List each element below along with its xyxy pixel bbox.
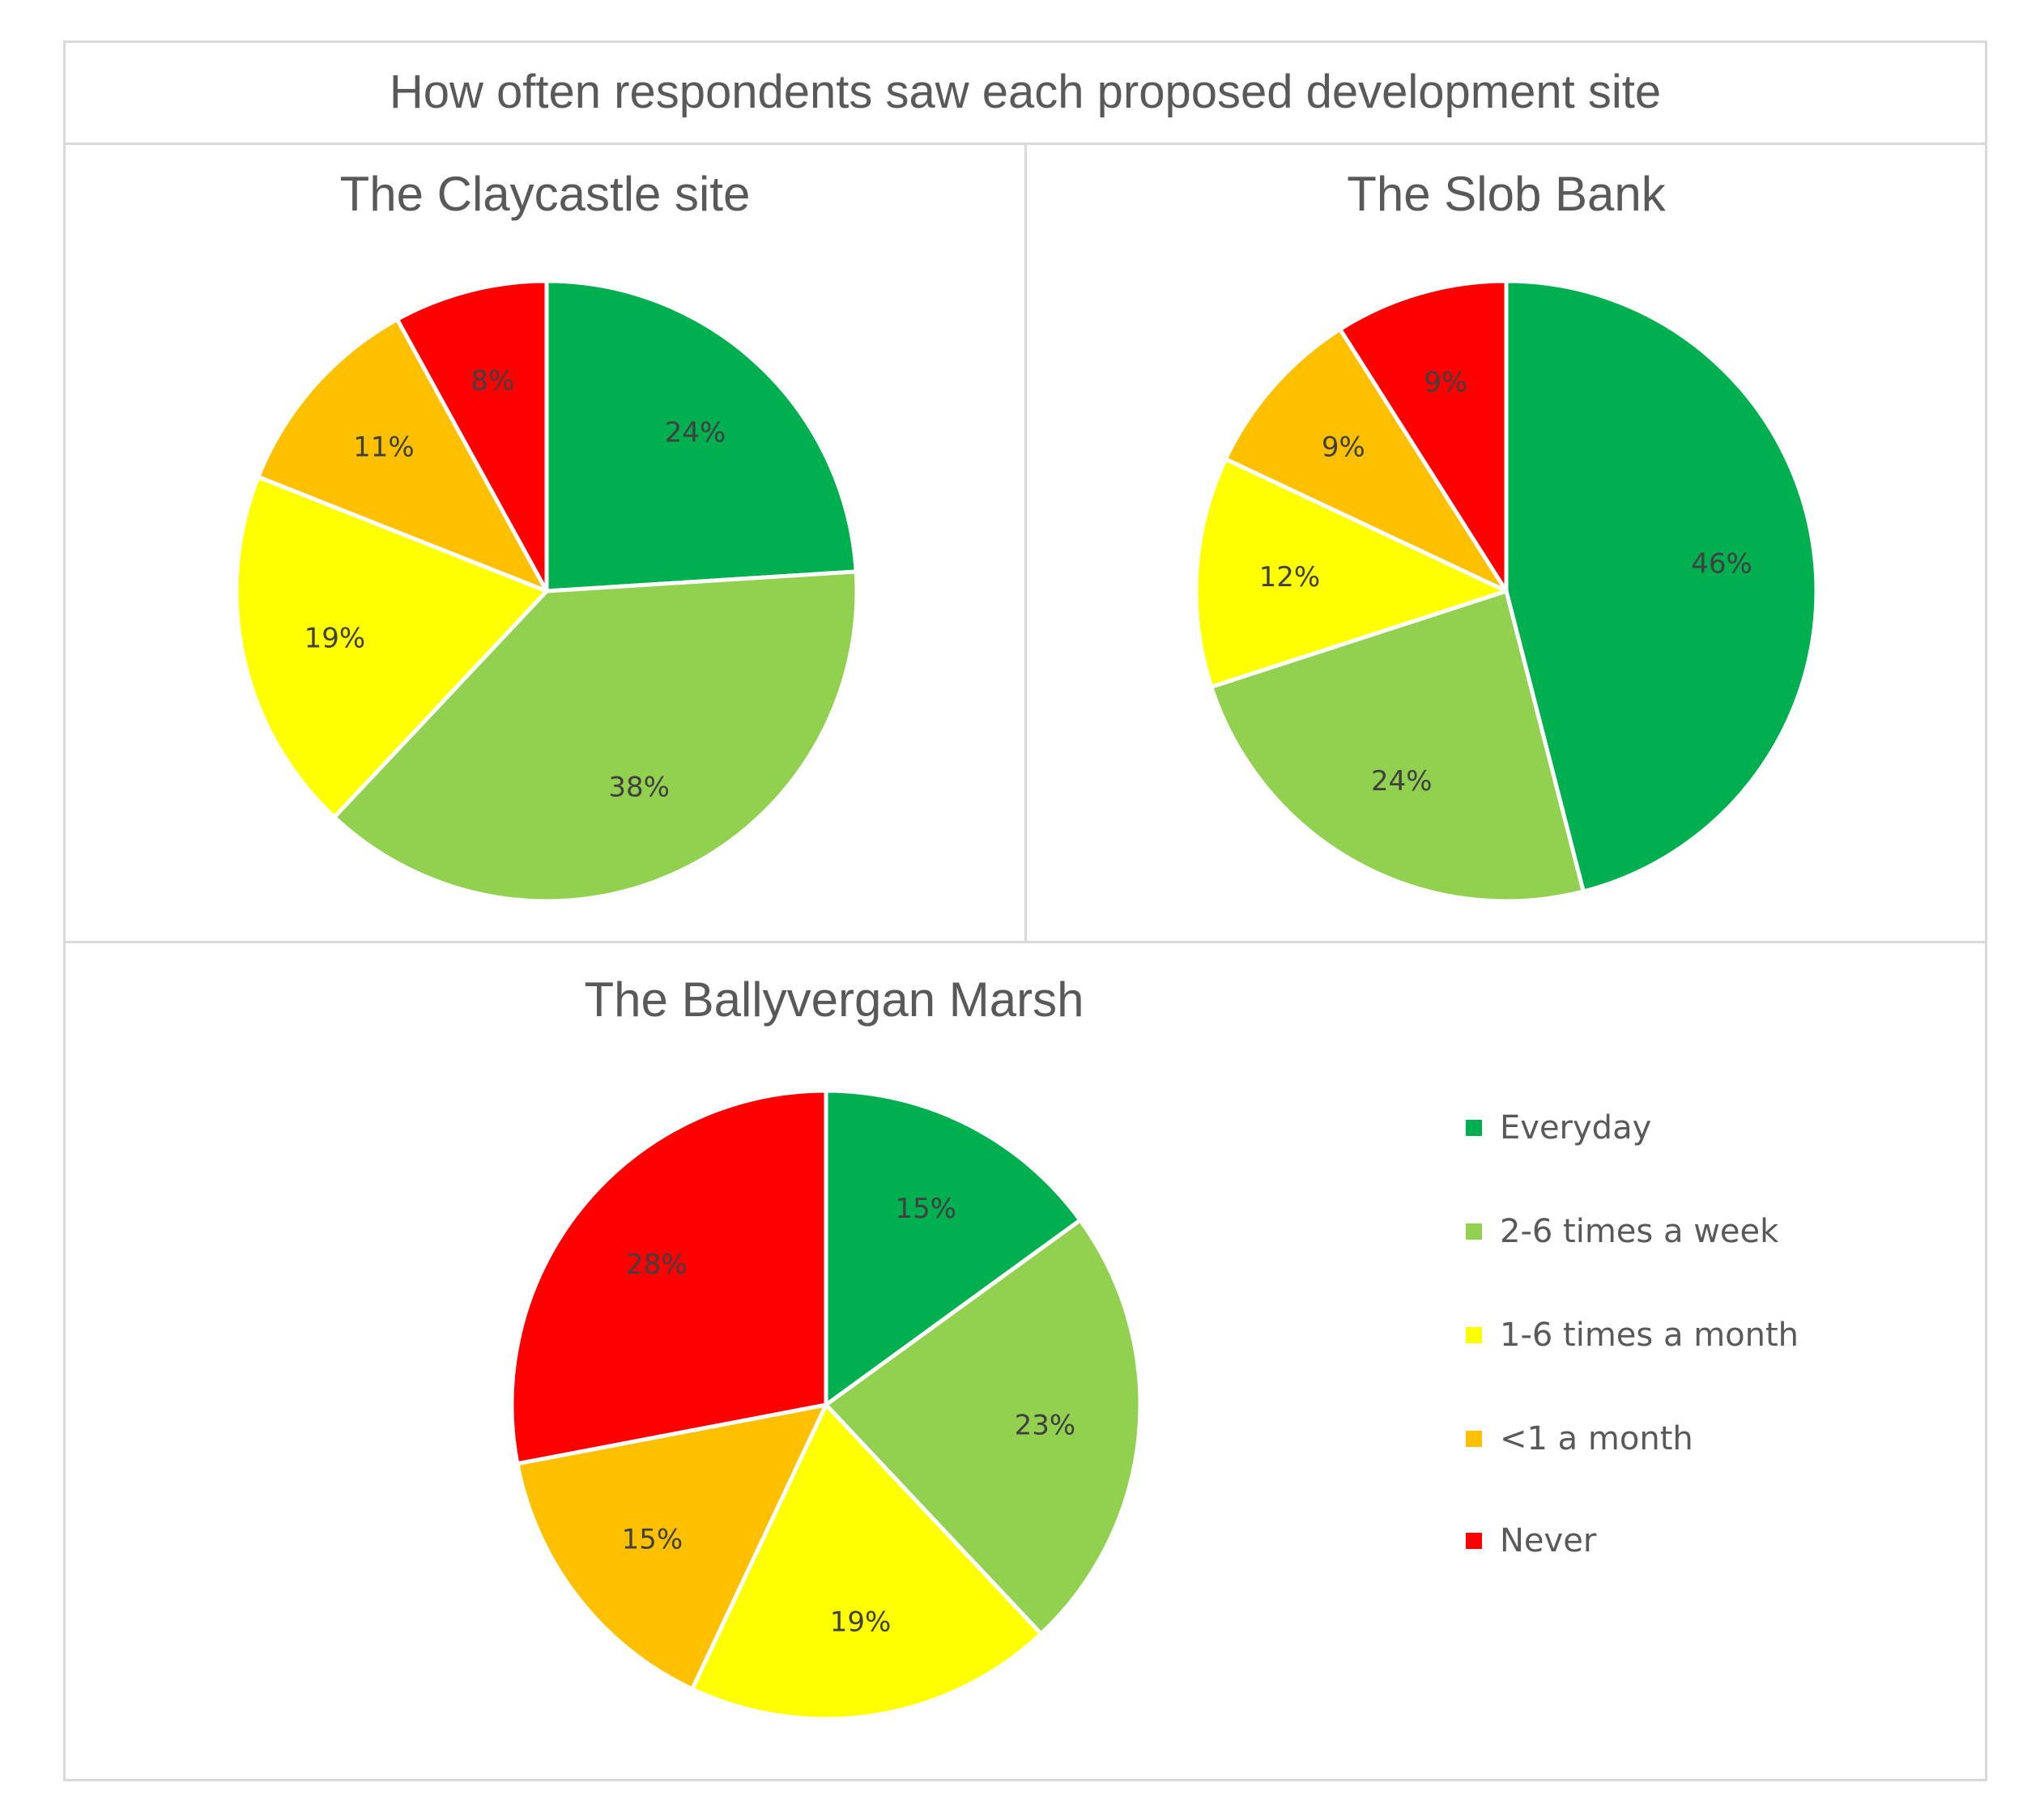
legend-label: Never <box>1500 1522 1597 1559</box>
pie-slice-never <box>509 1088 828 1466</box>
pie-slice-never <box>1338 279 1509 594</box>
pie-slice-less-than-1-a-month <box>515 1402 828 1691</box>
ballyvergan-title: The Ballyvergan Marsh <box>584 972 1084 1027</box>
legend-swatch-1-6-times-a-month <box>1466 1327 1482 1343</box>
ballyvergan-pie: 15% 23% 19% 15% 28% <box>509 1088 1143 1721</box>
legend-item-2-6-times-a-week: 2-6 times a week <box>1466 1213 1778 1250</box>
pie-slice-2-6-times-a-week <box>332 569 859 904</box>
legend-label: 2-6 times a week <box>1500 1213 1779 1250</box>
legend-swatch-everyday <box>1466 1120 1482 1136</box>
data-label-2-6-times-a-week: 38% <box>608 772 670 804</box>
pie-slice-everyday <box>1504 279 1819 894</box>
data-label-everyday: 46% <box>1691 547 1752 580</box>
data-label-1-6-times-a-month: 19% <box>830 1606 892 1638</box>
pie-slice-2-6-times-a-week <box>1209 589 1586 904</box>
legend-item-less-than-1-a-month: <1 a month <box>1466 1420 1693 1457</box>
pie-slice-everyday <box>544 279 858 594</box>
claycastle-title: The Claycastle site <box>339 167 751 221</box>
legend-label: <1 a month <box>1500 1420 1693 1457</box>
data-label-2-6-times-a-week: 24% <box>1371 765 1433 798</box>
data-label-everyday: 15% <box>896 1193 957 1225</box>
pie-slice-1-6-times-a-month <box>1194 457 1509 689</box>
pie-slice-less-than-1-a-month <box>1223 327 1509 594</box>
data-label-less-than-1-a-month: 9% <box>1322 432 1365 464</box>
data-label-1-6-times-a-month: 19% <box>304 622 366 654</box>
data-label-never: 8% <box>471 364 514 397</box>
pie-slice-everyday <box>824 1088 1083 1407</box>
data-label-never: 9% <box>1424 367 1467 399</box>
pie-slice-less-than-1-a-month <box>256 317 549 594</box>
slob-bank-title: The Slob Bank <box>1347 167 1666 221</box>
data-label-2-6-times-a-week: 23% <box>1015 1410 1076 1442</box>
pie-slice-2-6-times-a-week <box>824 1218 1143 1636</box>
data-label-less-than-1-a-month: 11% <box>353 432 415 464</box>
data-label-less-than-1-a-month: 15% <box>622 1523 683 1555</box>
slob-bank-pie: 46% 24% 12% 9% 9% <box>1194 279 1819 904</box>
data-label-1-6-times-a-month: 12% <box>1259 561 1321 594</box>
legend-label: 1-6 times a month <box>1500 1317 1799 1354</box>
legend-swatch-2-6-times-a-week <box>1466 1223 1482 1240</box>
legend-swatch-never <box>1466 1533 1482 1549</box>
data-label-never: 28% <box>626 1249 688 1281</box>
data-label-everyday: 24% <box>665 417 726 449</box>
legend-item-never: Never <box>1466 1522 1596 1559</box>
legend-item-1-6-times-a-month: 1-6 times a month <box>1466 1317 1799 1354</box>
pie-slice-1-6-times-a-month <box>690 1402 1044 1721</box>
legend-swatch-less-than-1-a-month <box>1466 1431 1482 1447</box>
pie-slice-never <box>394 279 549 594</box>
legend-item-everyday: Everyday <box>1466 1109 1651 1147</box>
legend-label: Everyday <box>1500 1109 1652 1147</box>
claycastle-pie: 24% 38% 19% 11% 8% <box>234 279 859 904</box>
title-frame <box>63 40 1987 145</box>
main-title: How often respondents saw each proposed … <box>389 65 1662 118</box>
